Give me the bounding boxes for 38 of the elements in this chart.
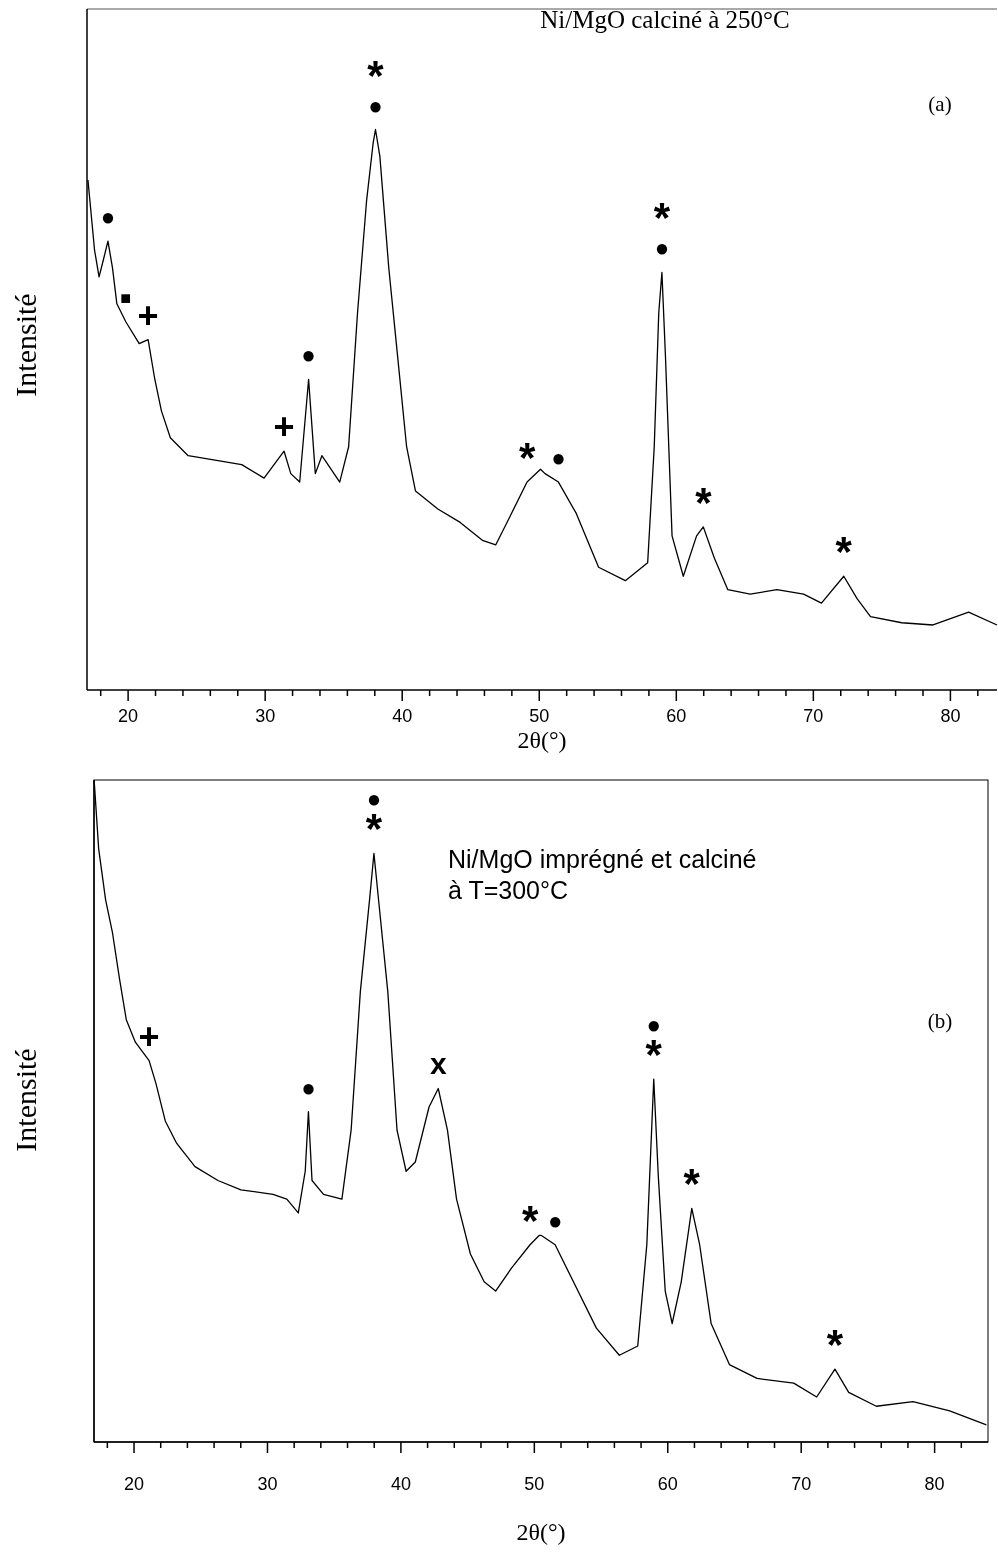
annotation: ● — [100, 203, 116, 231]
annotation: * — [683, 1160, 701, 1208]
annotation: + — [137, 294, 159, 336]
x-tick-label: 70 — [803, 706, 824, 726]
x-tick-label: 80 — [924, 1474, 945, 1494]
x-tick-label: 50 — [529, 706, 550, 726]
x-tick-label: 30 — [257, 1474, 278, 1494]
x-tick-label: 40 — [392, 706, 413, 726]
annotation: + — [138, 1015, 160, 1057]
text: Ni/MgO calciné à 250°C — [540, 6, 790, 33]
text: (a) — [928, 92, 952, 116]
x-tick-label: 70 — [791, 1474, 812, 1494]
x-axis-title: 2θ(°) — [516, 1519, 566, 1545]
annotation: ● — [301, 1073, 316, 1101]
annotation: * — [695, 478, 713, 526]
annotation: Ni/MgO imprégné et calciné à T=300°C — [448, 845, 757, 905]
annotation: * — [518, 434, 536, 482]
annotation: ■ — [120, 287, 132, 308]
x-tick-label: 60 — [666, 706, 687, 726]
annotation: ● — [551, 444, 566, 472]
x-tick-label: 80 — [940, 706, 961, 726]
x-tick-label: 40 — [390, 1474, 411, 1494]
y-axis-title: Intensité — [9, 1048, 42, 1152]
x-tick-label: 30 — [255, 706, 276, 726]
annotation: * — [826, 1321, 844, 1369]
annotation: x — [429, 1047, 447, 1081]
annotation: ● — [301, 341, 316, 369]
annotation: + — [273, 406, 295, 448]
annotation: * — [521, 1196, 539, 1244]
x-tick-label: 20 — [118, 706, 139, 726]
x-axis-title: 2θ(°) — [517, 727, 567, 753]
y-axis-title: Intensité — [9, 293, 42, 397]
x-tick-label: 20 — [124, 1474, 145, 1494]
x-tick-label: 50 — [524, 1474, 545, 1494]
x-tick-label: 60 — [657, 1474, 678, 1494]
annotation: * — [835, 528, 853, 576]
annotation: (b) — [927, 1009, 953, 1033]
annotation: ● — [547, 1206, 563, 1234]
